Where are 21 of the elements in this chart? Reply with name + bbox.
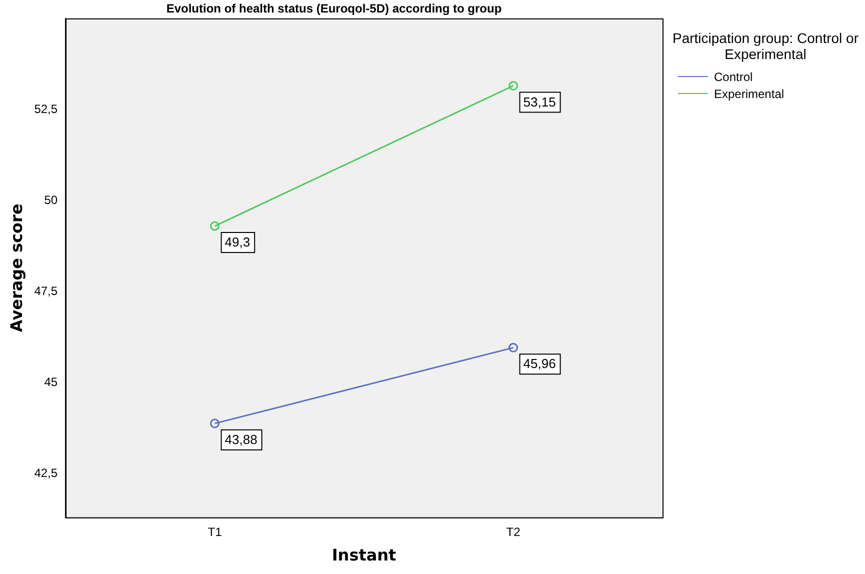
x-tick-label: T2: [506, 524, 521, 539]
x-tick-label: T1: [208, 524, 222, 539]
data-label: 45,96: [523, 356, 556, 372]
x-axis-title: Instant: [332, 546, 397, 565]
y-tick-label: 42,5: [34, 466, 58, 480]
chart-title: Evolution of health status (Euroqol-5D) according to group: [166, 2, 502, 16]
y-tick-label: 52,5: [34, 102, 58, 116]
y-tick-label: 50: [44, 192, 58, 207]
y-tick-label: 45: [44, 374, 58, 389]
legend-label: Experimental: [714, 86, 784, 100]
data-label: 49,3: [224, 234, 250, 250]
point: [508, 81, 518, 91]
data-label: 43,88: [224, 432, 258, 448]
point: [210, 221, 220, 231]
point: [508, 342, 518, 352]
data-label: 53,15: [523, 94, 556, 110]
y-tick-label: 47,5: [34, 284, 58, 298]
legend-title: Participation group: Control or Experimental: [672, 30, 860, 62]
point: [210, 418, 220, 428]
legend-label: Control: [714, 70, 753, 84]
y-axis-title: Average score: [6, 204, 26, 332]
